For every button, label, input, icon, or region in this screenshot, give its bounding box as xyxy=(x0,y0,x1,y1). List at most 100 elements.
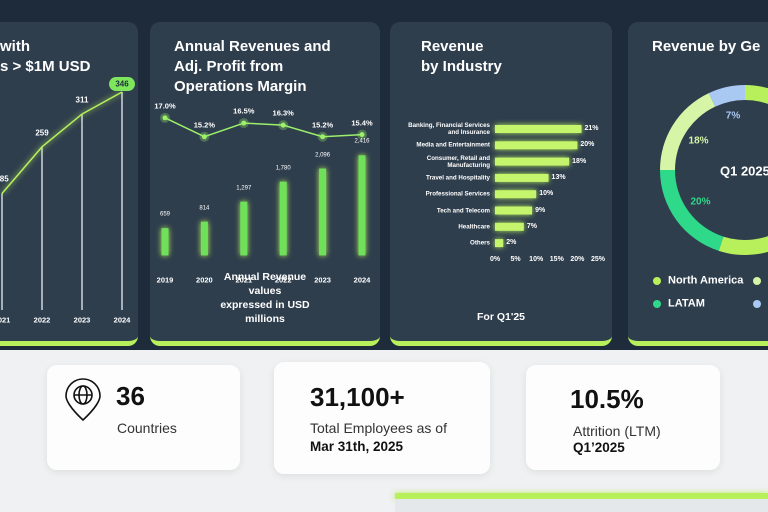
x-tick-label: 25% xyxy=(590,255,606,263)
data-label: 2,096 xyxy=(315,152,331,159)
stat-note: Q1’2025 xyxy=(573,440,625,456)
bar xyxy=(495,173,549,182)
slice xyxy=(660,170,724,251)
data-label: 20% xyxy=(690,196,711,208)
x-tick-label: 2023 xyxy=(73,315,91,325)
stat-card xyxy=(47,365,240,470)
chart-footer: Annual Revenue values expressed in USD m… xyxy=(220,271,310,325)
x-tick-label: 20% xyxy=(570,255,585,263)
data-label: 21% xyxy=(584,124,599,132)
chart-panel: with s > $1M USD 2021 2022 2023 2024 185 259 31… xyxy=(0,22,138,346)
bar xyxy=(279,181,287,256)
chart xyxy=(1,77,135,310)
data-label: 259 xyxy=(35,128,49,138)
stat-label: Total Employees as of xyxy=(310,419,447,436)
legend-label: North America xyxy=(668,274,744,287)
x-tick-label: 2024 xyxy=(353,275,371,285)
data-label: 10% xyxy=(539,190,554,198)
data-label: 16.5% xyxy=(233,106,255,116)
y-tick-label: Tech and Telecom xyxy=(436,207,490,214)
x-tick-label: 10% xyxy=(529,255,544,263)
stat-note: Mar 31th, 2025 xyxy=(310,439,404,455)
bar xyxy=(495,222,524,231)
data-label: 814 xyxy=(199,205,210,212)
y-tick-label: Travel and Hospitality xyxy=(426,174,490,182)
data-label: 18% xyxy=(572,157,587,165)
x-tick-label: 2019 xyxy=(156,275,174,285)
y-tick-label: Others xyxy=(470,239,490,247)
chart-panel: Annual Revenues and Adj. Profit from Ope… xyxy=(150,22,380,346)
x-tick-label: 2021 xyxy=(0,315,11,325)
center-label: Q1 2025 xyxy=(720,163,768,179)
marker xyxy=(162,115,168,121)
accent-shade xyxy=(395,499,768,512)
marker xyxy=(280,122,286,128)
legend-swatch xyxy=(653,300,661,308)
marker xyxy=(320,134,326,140)
x-tick-label: 0% xyxy=(489,255,501,263)
data-label: 659 xyxy=(159,211,171,218)
chart-panel: Revenue by Industry Banking, Financial Se… xyxy=(390,22,612,346)
y-tick-label: Healthcare xyxy=(458,223,490,231)
stat-value: 10.5% xyxy=(570,384,644,415)
y-tick-label: Banking, Financial Services and Insuranc… xyxy=(408,122,490,136)
marker xyxy=(359,132,365,138)
x-tick-label: 2022 xyxy=(33,315,51,325)
chart-title: with s > $1M USD xyxy=(0,38,91,75)
chart-panel: Revenue by Ge55%North America20%LATAM18%… xyxy=(628,22,768,346)
chart-footer: For Q1'25 xyxy=(476,311,526,323)
x-tick-label: 2023 xyxy=(314,275,331,285)
chart xyxy=(160,112,367,256)
plot xyxy=(653,85,768,308)
x-tick-label: 15% xyxy=(549,255,564,263)
data-label: 1,780 xyxy=(275,165,291,172)
slice xyxy=(708,85,745,107)
data-label: 17.0% xyxy=(154,101,176,111)
bar xyxy=(200,221,208,256)
stat-label: Countries xyxy=(117,419,177,436)
data-label: 15.2% xyxy=(311,120,334,130)
y-tick-label: Professional Services xyxy=(425,190,490,198)
plot xyxy=(160,112,367,256)
plot xyxy=(494,125,599,253)
bar xyxy=(495,206,533,215)
legend-swatch xyxy=(753,300,761,308)
marker xyxy=(201,134,207,140)
data-label: 18% xyxy=(688,134,709,146)
y-tick-label: Media and Entertainment xyxy=(416,141,490,149)
marker xyxy=(241,120,247,126)
data-label: 311 xyxy=(75,95,89,105)
data-label: 1,297 xyxy=(236,185,252,192)
slice xyxy=(718,85,768,255)
data-label: 15.2% xyxy=(193,120,216,130)
legend-swatch xyxy=(753,277,761,285)
data-label: 2% xyxy=(506,239,517,247)
chart xyxy=(494,125,599,253)
bar xyxy=(358,155,366,256)
stat-card xyxy=(526,365,720,470)
data-label: 20% xyxy=(580,141,595,149)
data-label: 346 xyxy=(115,79,129,89)
data-label: 13% xyxy=(551,173,566,181)
data-label: 16.3% xyxy=(272,108,294,118)
stat-value: 31,100+ xyxy=(310,382,405,413)
bar xyxy=(495,141,578,150)
bar xyxy=(319,168,327,256)
x-tick-label: 5% xyxy=(510,255,521,263)
x-tick-label: 2022 xyxy=(274,275,292,285)
data-label: 2,416 xyxy=(354,138,370,145)
highlight-badge xyxy=(109,77,135,92)
slice xyxy=(660,93,716,170)
stat-card xyxy=(274,362,490,474)
globe-icon xyxy=(65,378,101,422)
data-label: 9% xyxy=(535,206,546,214)
line xyxy=(1,91,123,194)
stat-label: Attrition (LTM) xyxy=(573,422,661,439)
bar xyxy=(240,201,248,256)
chart-title: Revenue by Ge xyxy=(652,38,761,55)
bar xyxy=(161,228,169,256)
line xyxy=(164,117,363,138)
data-label: 7% xyxy=(526,222,537,230)
